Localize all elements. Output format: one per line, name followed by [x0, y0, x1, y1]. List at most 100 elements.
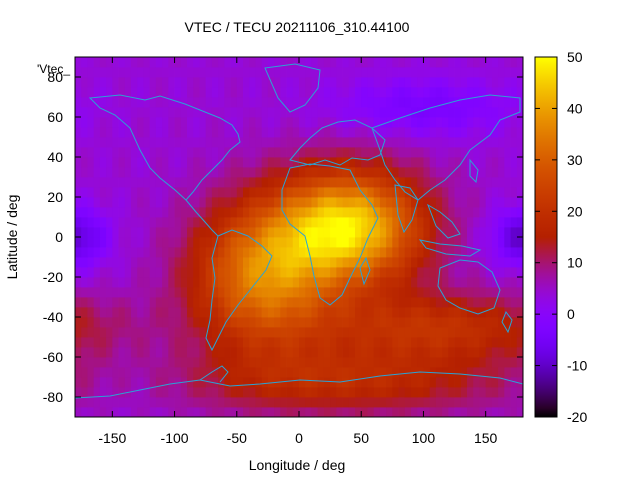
heatmap-cell	[417, 237, 424, 248]
heatmap-cell	[473, 307, 480, 318]
heatmap-cell	[162, 97, 169, 108]
heatmap-cell	[155, 357, 163, 368]
heatmap-cell	[112, 257, 119, 268]
heatmap-cell	[124, 197, 132, 208]
heatmap-cell	[286, 347, 294, 358]
heatmap-cell	[286, 87, 294, 98]
heatmap-cell	[330, 77, 337, 88]
heatmap-cell	[411, 77, 418, 88]
heatmap-cell	[199, 207, 207, 218]
heatmap-cell	[75, 227, 82, 238]
heatmap-cell	[454, 247, 462, 258]
heatmap-cell	[286, 267, 294, 278]
heatmap-cell	[485, 217, 493, 228]
heatmap-cell	[180, 177, 188, 188]
heatmap-cell	[417, 97, 424, 108]
heatmap-cell	[236, 67, 244, 78]
heatmap-cell	[218, 187, 225, 198]
heatmap-cell	[93, 107, 101, 118]
heatmap-cell	[367, 247, 375, 258]
y-tick-label: 0	[55, 229, 63, 245]
heatmap-cell	[249, 287, 256, 298]
coastline-north-america	[88, 94, 241, 201]
heatmap-cell	[187, 277, 194, 288]
heatmap-cell	[417, 77, 424, 88]
heatmap-cell	[423, 207, 431, 218]
heatmap-cell	[423, 397, 431, 408]
heatmap-cell	[504, 207, 511, 218]
heatmap-cell	[143, 377, 151, 388]
heatmap-cell	[199, 307, 207, 318]
heatmap-cell	[286, 367, 294, 378]
heatmap-cell	[261, 377, 269, 388]
heatmap-cell	[361, 387, 368, 398]
heatmap-cell	[355, 137, 362, 148]
heatmap-cell	[398, 197, 406, 208]
heatmap-cell	[199, 177, 207, 188]
heatmap-cell	[392, 217, 399, 228]
heatmap-cell	[386, 277, 393, 288]
heatmap-cell	[137, 227, 144, 238]
heatmap-cell	[131, 277, 138, 288]
heatmap-cell	[504, 187, 511, 198]
heatmap-cell	[193, 137, 200, 148]
heatmap-cell	[398, 247, 406, 258]
heatmap-cell	[379, 107, 387, 118]
heatmap-cell	[193, 387, 200, 398]
heatmap-cell	[342, 217, 350, 228]
heatmap-cell	[280, 237, 287, 248]
heatmap-cell	[243, 137, 250, 148]
heatmap-cell	[292, 57, 300, 68]
heatmap-cell	[187, 357, 194, 368]
coastline-new-zealand	[501, 310, 513, 334]
heatmap-cell	[205, 367, 213, 378]
heatmap-cell	[386, 337, 393, 348]
heatmap-cell	[174, 257, 182, 268]
heatmap-cell	[435, 367, 443, 378]
heatmap-cell	[162, 67, 169, 78]
heatmap-cell	[93, 97, 101, 108]
heatmap-cell	[392, 357, 399, 368]
heatmap-cell	[211, 187, 219, 198]
heatmap-cell	[224, 87, 231, 98]
heatmap-cell	[218, 397, 225, 408]
heatmap-cell	[137, 107, 144, 118]
heatmap-cell	[286, 387, 294, 398]
heatmap-cell	[124, 257, 132, 268]
heatmap-cell	[417, 287, 424, 298]
heatmap-cell	[267, 147, 275, 158]
heatmap-cell	[467, 137, 474, 148]
heatmap-cell	[454, 397, 462, 408]
heatmap-cell	[243, 177, 250, 188]
heatmap-cell	[510, 347, 518, 358]
heatmap-cell	[180, 257, 188, 268]
heatmap-cell	[174, 377, 182, 388]
heatmap-cell	[249, 387, 256, 398]
heatmap-cell	[460, 127, 468, 138]
heatmap-cell	[516, 247, 524, 258]
heatmap-cell	[473, 207, 480, 218]
heatmap-cell	[417, 387, 424, 398]
heatmap-cell	[429, 387, 437, 398]
heatmap-cell	[479, 207, 487, 218]
heatmap-cell	[280, 367, 287, 378]
heatmap-cell	[429, 107, 437, 118]
heatmap-cell	[218, 57, 225, 68]
heatmap-cell	[255, 137, 263, 148]
heatmap-cell	[504, 117, 511, 128]
heatmap-cell	[454, 327, 462, 338]
heatmap-cell	[193, 287, 200, 298]
heatmap-cell	[106, 57, 113, 68]
heatmap-cell	[435, 407, 443, 418]
heatmap-cell	[348, 167, 356, 178]
heatmap-cell	[267, 127, 275, 138]
heatmap-cell	[330, 67, 337, 78]
heatmap-cell	[124, 147, 132, 158]
heatmap-cell	[162, 77, 169, 88]
heatmap-cell	[379, 127, 387, 138]
heatmap-cell	[504, 57, 511, 68]
heatmap-cell	[299, 237, 306, 248]
heatmap-cell	[75, 57, 82, 68]
heatmap-cell	[124, 127, 132, 138]
heatmap-cell	[199, 107, 207, 118]
